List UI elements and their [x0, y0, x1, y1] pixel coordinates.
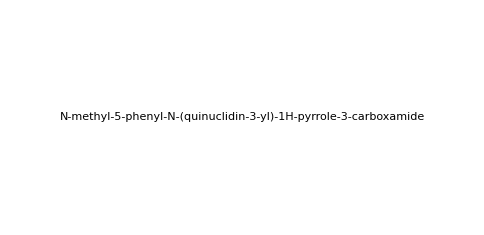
Text: N-methyl-5-phenyl-N-(quinuclidin-3-yl)-1H-pyrrole-3-carboxamide: N-methyl-5-phenyl-N-(quinuclidin-3-yl)-1…: [60, 113, 424, 122]
